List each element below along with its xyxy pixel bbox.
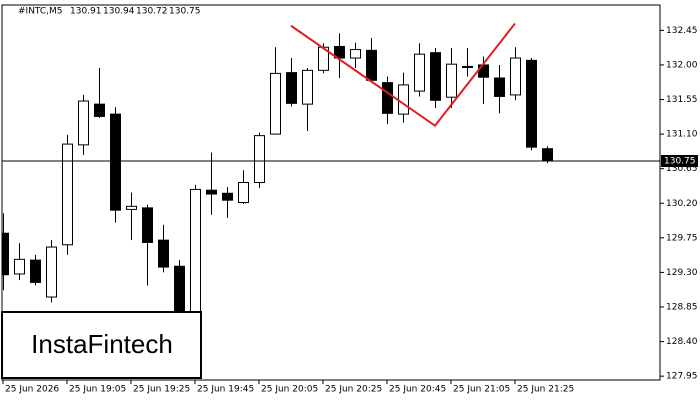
- candle-body: [94, 103, 105, 117]
- candle-body: [222, 192, 233, 201]
- candle-body: [510, 57, 521, 96]
- candle-body: [302, 69, 313, 105]
- y-tick-label: 130.20: [666, 199, 698, 209]
- candle-body: [30, 259, 41, 283]
- candle-body: [398, 84, 409, 115]
- x-tick-label: 25 Jun 19:25: [133, 385, 190, 395]
- logo: InstaFintech: [31, 329, 173, 359]
- candle-body: [270, 72, 281, 135]
- candle-body: [350, 49, 361, 59]
- candle-body: [334, 45, 345, 59]
- y-tick-label: 129.30: [666, 268, 698, 278]
- candle-body: [142, 207, 153, 243]
- y-tick-label: 128.40: [666, 337, 698, 347]
- candle-body: [238, 182, 249, 203]
- y-tick-label: 129.75: [666, 233, 698, 243]
- x-tick-label: 25 Jun 20:45: [389, 385, 446, 395]
- pattern-line: [290, 22, 516, 128]
- candle-body: [526, 59, 537, 148]
- x-tick-label: 25 Jun 19:05: [69, 385, 126, 395]
- x-tick-label: 25 Jun 20:25: [325, 385, 382, 395]
- x-tick-label: 25 Jun 20:05: [261, 385, 318, 395]
- candle-body: [462, 65, 473, 68]
- candle-body: [2, 232, 9, 276]
- y-tick-label: 128.85: [666, 302, 698, 312]
- candle-body: [542, 148, 553, 162]
- y-tick-label: 132.00: [666, 60, 698, 70]
- candle-body: [366, 49, 377, 81]
- candle-body: [78, 100, 89, 146]
- candle-body: [414, 53, 425, 92]
- candle-body: [14, 258, 25, 275]
- price-label: 130.75: [664, 156, 696, 166]
- candle-body: [430, 52, 441, 101]
- x-tick-label: 25 Jun 21:25: [517, 385, 574, 395]
- plot-area: [2, 22, 553, 341]
- plot-frame: [1, 4, 661, 381]
- y-tick-label: 132.45: [666, 26, 698, 36]
- candle-body: [494, 77, 505, 97]
- y-tick-label: 131.10: [666, 130, 698, 140]
- candle-body: [206, 189, 217, 195]
- y-tick-label: 131.55: [666, 95, 698, 105]
- candle-body: [190, 188, 201, 321]
- y-tick-label: 127.95: [666, 372, 698, 382]
- candle-body: [62, 143, 73, 246]
- logo-box: [1, 311, 202, 379]
- candle-body: [126, 205, 137, 210]
- price-label-box: [661, 154, 698, 167]
- ohlc: 130.75: [169, 7, 201, 17]
- candle-body: [254, 135, 265, 184]
- candle-body: [110, 113, 121, 211]
- x-tick-label: 25 Jun 19:45: [197, 385, 254, 395]
- symbol: #INTC,M5: [18, 7, 63, 17]
- x-tick-label: 25 Jun 2026: [5, 385, 59, 395]
- candle-body: [382, 82, 393, 114]
- ohlc: 130.91: [70, 7, 102, 17]
- y-tick-label: 130.65: [666, 164, 698, 174]
- candle-body: [158, 239, 169, 268]
- candle-body: [286, 72, 297, 104]
- x-tick-label: 25 Jun 21:05: [453, 385, 510, 395]
- candle-body: [46, 246, 57, 298]
- ohlc: 130.94: [103, 7, 135, 17]
- candle-body: [446, 63, 457, 98]
- ohlc: 130.72: [136, 7, 168, 17]
